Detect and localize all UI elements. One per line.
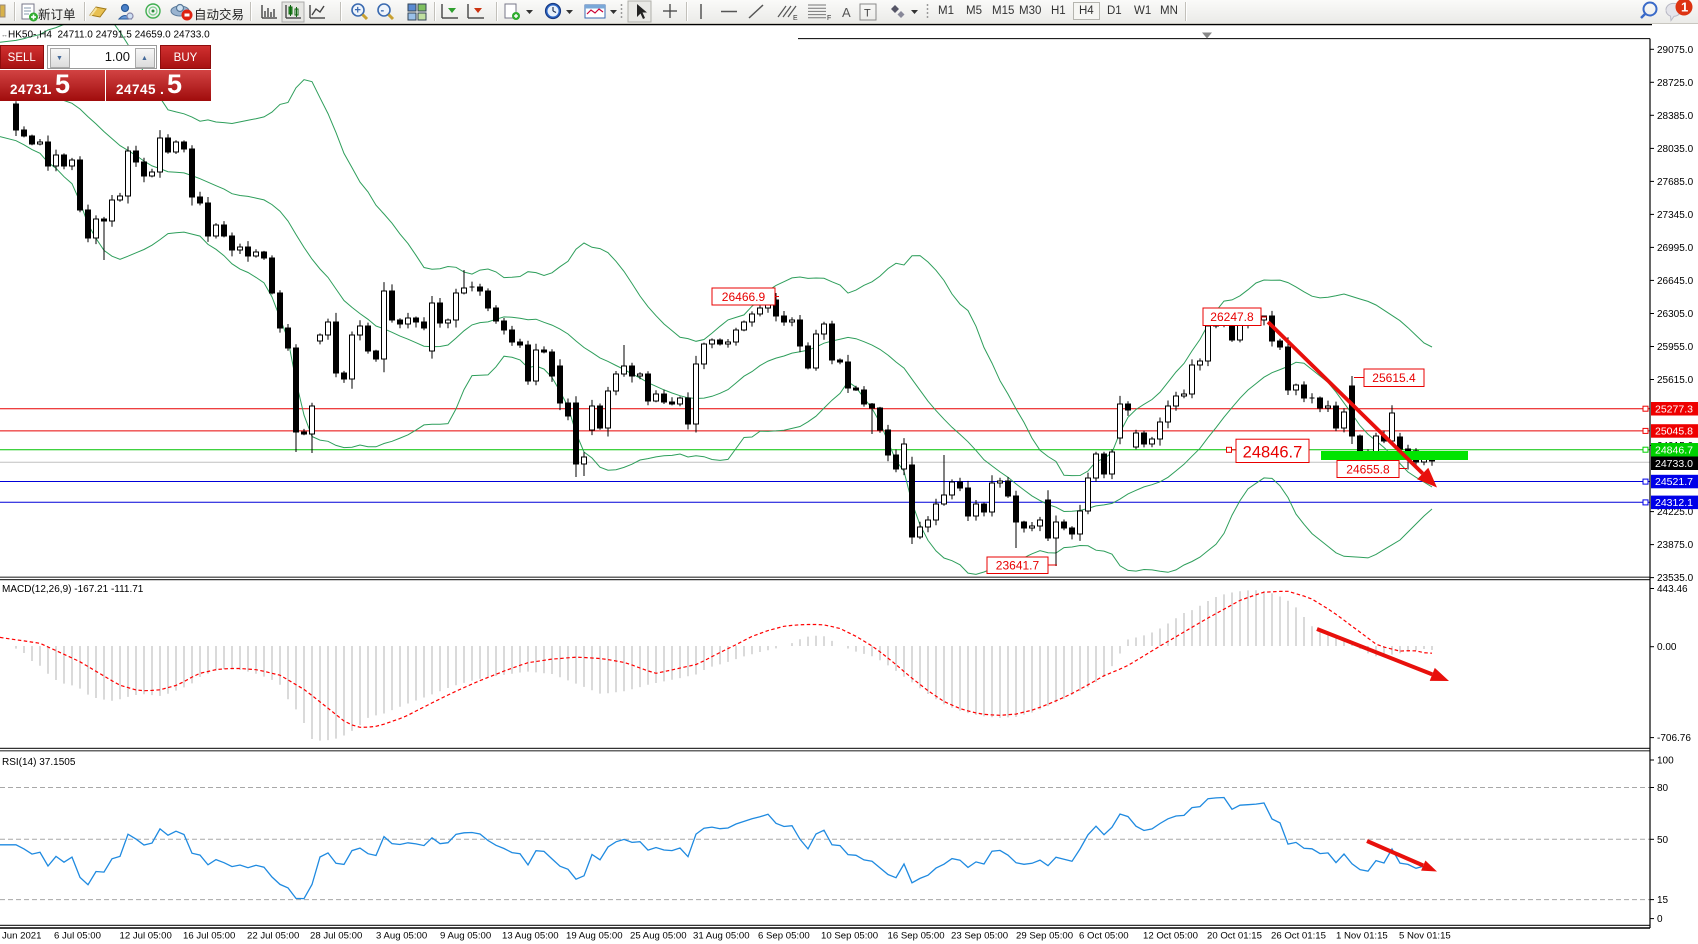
- svg-text:26995.0: 26995.0: [1657, 243, 1694, 254]
- svg-text:24846.7: 24846.7: [1655, 444, 1693, 456]
- svg-text:HK50-,H4 24711.0 24791.5 2465: HK50-,H4 24711.0 24791.5 24659.0 24733.0: [8, 30, 210, 41]
- svg-text:100: 100: [1657, 756, 1674, 767]
- svg-text:↔: ↔: [1, 32, 8, 39]
- svg-text:50: 50: [1657, 835, 1669, 846]
- svg-text:22 Jul 05:00: 22 Jul 05:00: [247, 931, 299, 942]
- svg-text:25955.0: 25955.0: [1657, 342, 1694, 353]
- svg-text:31 Aug 05:00: 31 Aug 05:00: [693, 931, 750, 942]
- svg-text:26645.0: 26645.0: [1657, 276, 1694, 287]
- svg-text:25 Aug 05:00: 25 Aug 05:00: [630, 931, 687, 942]
- svg-text:RSI(14) 37.1505: RSI(14) 37.1505: [2, 757, 76, 768]
- svg-text:24846.7: 24846.7: [1243, 443, 1303, 461]
- svg-text:26466.9: 26466.9: [722, 290, 766, 304]
- svg-text:3 Aug 05:00: 3 Aug 05:00: [376, 931, 427, 942]
- svg-text:25277.3: 25277.3: [1655, 403, 1693, 415]
- svg-text:E: E: [793, 15, 798, 22]
- svg-text:80: 80: [1657, 783, 1669, 794]
- svg-text:0: 0: [1657, 914, 1663, 925]
- svg-text:24521.7: 24521.7: [1655, 476, 1693, 488]
- svg-text:28035.0: 28035.0: [1657, 144, 1694, 155]
- svg-text:24312.1: 24312.1: [1655, 497, 1693, 509]
- svg-text:29 Sep 05:00: 29 Sep 05:00: [1016, 931, 1073, 942]
- svg-text:29075.0: 29075.0: [1657, 45, 1694, 56]
- svg-text:1: 1: [1681, 0, 1688, 15]
- svg-text:28 Jul 05:00: 28 Jul 05:00: [310, 931, 362, 942]
- svg-text:23535.0: 23535.0: [1657, 573, 1694, 584]
- svg-text:23875.0: 23875.0: [1657, 540, 1694, 551]
- svg-text:26305.0: 26305.0: [1657, 309, 1694, 320]
- svg-text:24655.8: 24655.8: [1346, 462, 1390, 476]
- svg-text:24225.0: 24225.0: [1657, 507, 1694, 518]
- svg-text:6 Oct 05:00: 6 Oct 05:00: [1079, 931, 1129, 942]
- svg-text:-: -: [381, 5, 385, 17]
- svg-text:10 Sep 05:00: 10 Sep 05:00: [821, 931, 878, 942]
- svg-text:443.46: 443.46: [1657, 584, 1688, 595]
- svg-text:6 Sep 05:00: 6 Sep 05:00: [758, 931, 810, 942]
- svg-text:T: T: [864, 8, 871, 20]
- svg-text:27685.0: 27685.0: [1657, 177, 1694, 188]
- svg-text:F: F: [827, 15, 831, 22]
- svg-text:12 Jul 05:00: 12 Jul 05:00: [120, 931, 172, 942]
- svg-text:23641.7: 23641.7: [996, 559, 1040, 573]
- svg-text:6 Jul 05:00: 6 Jul 05:00: [54, 931, 101, 942]
- svg-text:16 Jul 05:00: 16 Jul 05:00: [183, 931, 235, 942]
- svg-text:26247.8: 26247.8: [1210, 310, 1254, 324]
- svg-text:16 Sep 05:00: 16 Sep 05:00: [888, 931, 945, 942]
- svg-text:0.00: 0.00: [1657, 642, 1677, 653]
- svg-text:25615.0: 25615.0: [1657, 375, 1694, 386]
- svg-text:MACD(12,26,9) -167.21 -111.71: MACD(12,26,9) -167.21 -111.71: [2, 584, 144, 595]
- svg-text:28385.0: 28385.0: [1657, 111, 1694, 122]
- svg-text:-706.76: -706.76: [1657, 733, 1691, 744]
- svg-text:9 Aug 05:00: 9 Aug 05:00: [440, 931, 491, 942]
- svg-text:1 Nov 01:15: 1 Nov 01:15: [1336, 931, 1388, 942]
- svg-text:12 Oct 05:00: 12 Oct 05:00: [1143, 931, 1198, 942]
- svg-text:25045.8: 25045.8: [1655, 426, 1693, 438]
- svg-text:19 Aug 05:00: 19 Aug 05:00: [566, 931, 623, 942]
- svg-text:9 Jun 2021: 9 Jun 2021: [0, 931, 41, 942]
- svg-text:+: +: [355, 5, 361, 17]
- svg-text:26 Oct 01:15: 26 Oct 01:15: [1271, 931, 1326, 942]
- svg-text:27345.0: 27345.0: [1657, 210, 1694, 221]
- svg-text:28725.0: 28725.0: [1657, 78, 1694, 89]
- svg-text:A: A: [842, 5, 851, 20]
- svg-text:20 Oct 01:15: 20 Oct 01:15: [1207, 931, 1262, 942]
- svg-text:23 Sep 05:00: 23 Sep 05:00: [951, 931, 1008, 942]
- svg-text:13 Aug 05:00: 13 Aug 05:00: [502, 931, 559, 942]
- svg-text:15: 15: [1657, 895, 1669, 906]
- svg-text:25615.4: 25615.4: [1372, 371, 1416, 385]
- svg-text:5 Nov 01:15: 5 Nov 01:15: [1399, 931, 1451, 942]
- svg-text:24733.0: 24733.0: [1655, 458, 1693, 470]
